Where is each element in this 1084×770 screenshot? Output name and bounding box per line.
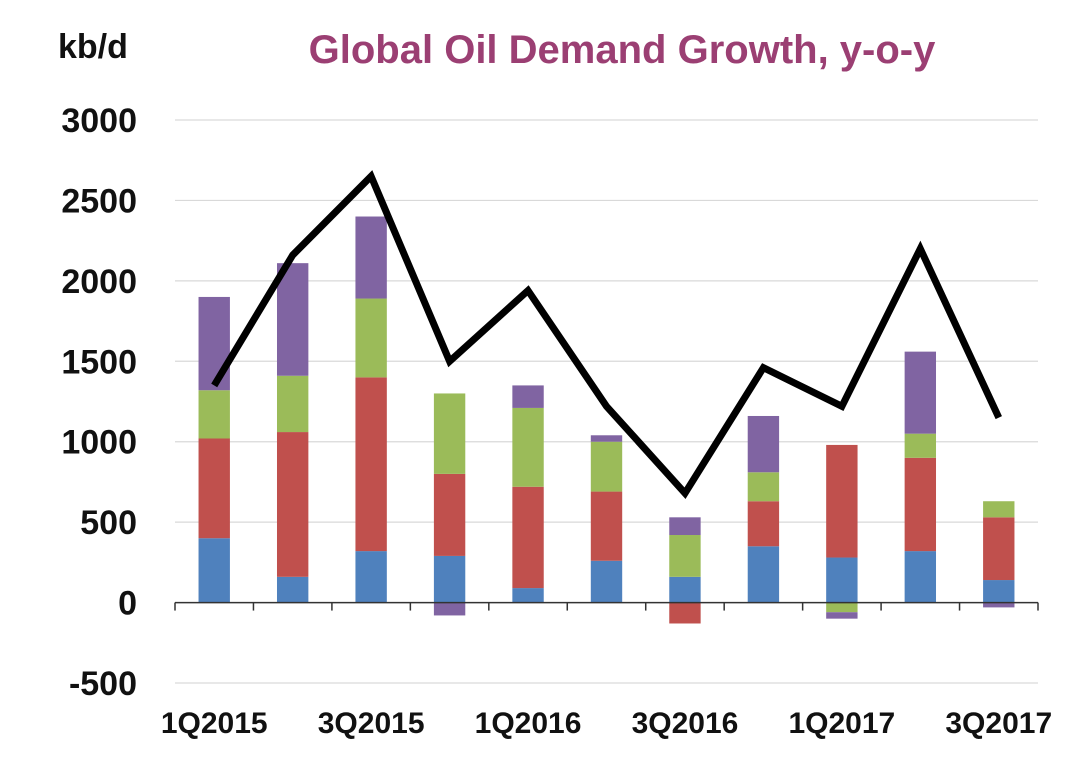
bar-segment bbox=[433, 555, 466, 603]
bar-segment bbox=[433, 393, 466, 474]
bar-segment bbox=[904, 457, 937, 552]
y-tick-label: 500 bbox=[80, 504, 137, 542]
bar-segment bbox=[512, 588, 544, 603]
x-axis bbox=[174, 601, 1039, 611]
chart-title: Global Oil Demand Growth, y-o-y bbox=[309, 28, 936, 72]
y-tick-label: 1500 bbox=[61, 343, 137, 381]
y-tick-label: -500 bbox=[69, 665, 137, 703]
total-growth-line bbox=[211, 170, 1002, 499]
x-tick-label: 3Q2015 bbox=[318, 707, 425, 740]
bar-segment bbox=[983, 602, 1015, 608]
bar-segment bbox=[512, 407, 544, 487]
bar-segment bbox=[826, 602, 858, 613]
bar-segment bbox=[747, 501, 780, 547]
bar-segment bbox=[276, 432, 309, 577]
y-tick-label: 2000 bbox=[61, 263, 137, 301]
y-axis-ticks: 3000 2500 2000 1500 1000 500 0 -500 bbox=[61, 102, 137, 703]
y-axis-unit-label: kb/d bbox=[58, 28, 128, 66]
bar-segment bbox=[590, 560, 623, 603]
x-tick-label: 3Q2017 bbox=[945, 707, 1052, 740]
bar-segment bbox=[276, 263, 309, 376]
bar-segment bbox=[433, 602, 466, 616]
bar-segment bbox=[355, 216, 387, 299]
bar-segment bbox=[904, 351, 937, 434]
bar-segment bbox=[355, 551, 387, 603]
bar-segment bbox=[747, 472, 780, 502]
bar-segment bbox=[590, 441, 623, 492]
bar-segment bbox=[512, 385, 544, 408]
bar-segment bbox=[198, 390, 230, 439]
bar-segment bbox=[826, 444, 858, 558]
bars bbox=[198, 216, 1015, 624]
bar-segment bbox=[983, 501, 1015, 518]
bar-segment bbox=[198, 438, 230, 539]
y-tick-label: 2500 bbox=[61, 182, 137, 220]
x-tick-label: 3Q2016 bbox=[632, 707, 739, 740]
x-tick-label: 1Q2016 bbox=[475, 707, 582, 740]
bar-segment bbox=[198, 538, 230, 603]
bar-segment bbox=[276, 576, 309, 603]
bar-segment bbox=[512, 486, 544, 589]
bar-segment bbox=[198, 296, 230, 391]
y-tick-label: 3000 bbox=[61, 102, 137, 140]
bar-segment bbox=[904, 551, 937, 603]
bar-segment bbox=[355, 377, 387, 552]
y-tick-label: 1000 bbox=[61, 424, 137, 462]
bar-segment bbox=[669, 576, 701, 603]
bar-segment bbox=[826, 557, 858, 603]
bar-segment bbox=[433, 473, 466, 556]
bar-segment bbox=[276, 375, 309, 433]
bar-segment bbox=[669, 535, 701, 577]
bar-segment bbox=[590, 491, 623, 561]
bar-segment bbox=[826, 612, 858, 619]
bar-segment bbox=[983, 580, 1015, 603]
y-tick-label: 0 bbox=[118, 585, 137, 623]
bar-segment bbox=[747, 415, 780, 473]
bar-segment bbox=[983, 517, 1015, 581]
bar-segment bbox=[747, 546, 780, 603]
bar-segment bbox=[904, 433, 937, 458]
x-tick-label: 1Q2017 bbox=[788, 707, 895, 740]
bar-segment bbox=[590, 435, 623, 442]
x-axis-ticks: 1Q2015 3Q2015 1Q2016 3Q2016 1Q2017 3Q2017 bbox=[161, 707, 1052, 740]
bar-segment bbox=[669, 602, 701, 624]
bar-segment bbox=[355, 298, 387, 378]
series-line bbox=[211, 170, 1002, 499]
bar-segment bbox=[669, 517, 701, 536]
x-tick-label: 1Q2015 bbox=[161, 707, 268, 740]
